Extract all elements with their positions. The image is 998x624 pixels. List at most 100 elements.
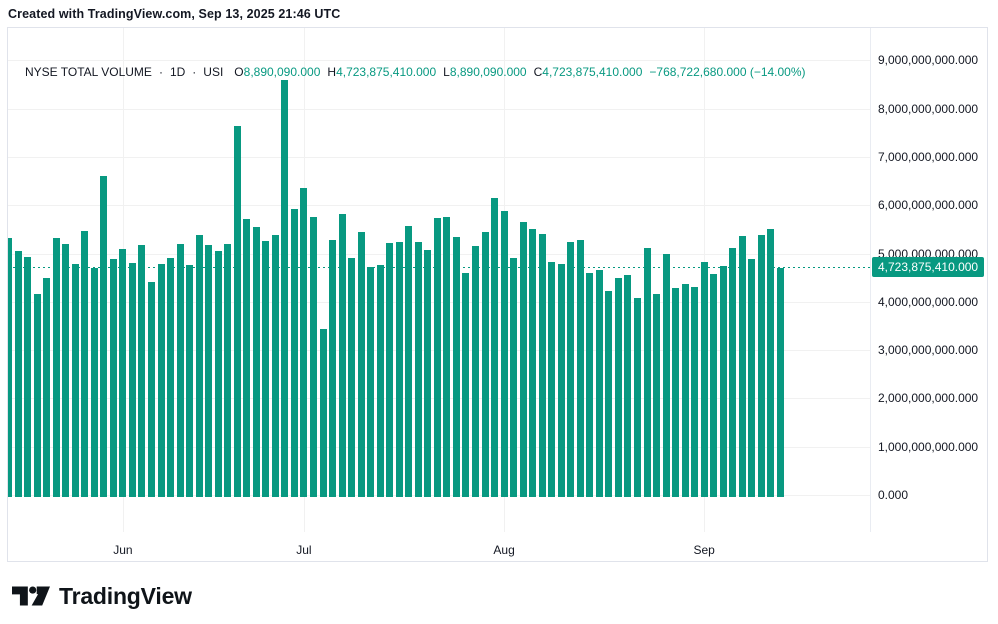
volume-bar <box>634 297 641 497</box>
price-axis-label: 4,000,000,000.000 <box>878 294 979 309</box>
volume-bar <box>233 125 241 497</box>
legend-separator: · <box>158 65 163 79</box>
volume-bar <box>595 269 603 497</box>
volume-bar <box>672 288 680 497</box>
volume-bar <box>90 267 98 497</box>
axis-separator <box>870 28 871 532</box>
time-axis-label: Sep <box>693 543 715 557</box>
chart-legend: NYSE TOTAL VOLUME · 1D · USI O 8,890,090.… <box>25 64 806 80</box>
volume-bar <box>367 266 375 497</box>
volume-bar <box>8 237 12 497</box>
price-axis-label: 8,000,000,000.000 <box>878 101 979 116</box>
volume-bar <box>176 244 184 497</box>
volume-bar <box>557 263 565 497</box>
volume-bar <box>33 294 41 497</box>
volume-bar <box>691 287 699 497</box>
legend-close-value: 4,723,875,410.000 <box>542 65 643 79</box>
tradingview-logo: TradingView <box>12 580 192 612</box>
price-axis-label: 6,000,000,000.000 <box>878 198 979 213</box>
volume-bar <box>767 229 775 497</box>
volume-bar <box>386 242 394 497</box>
legend-change: −768,722,680.000 (−14.00%) <box>649 65 806 79</box>
volume-bar <box>643 247 651 497</box>
legend-symbol: NYSE TOTAL VOLUME <box>25 65 152 79</box>
last-price-line <box>8 266 870 268</box>
volume-bar <box>757 234 765 497</box>
volume-bar <box>576 239 584 497</box>
volume-bar <box>357 231 365 497</box>
volume-bar <box>491 197 498 497</box>
volume-bar <box>510 257 518 497</box>
h-gridline <box>8 60 870 62</box>
volume-bar <box>205 245 213 497</box>
price-axis-label: 3,000,000,000.000 <box>878 343 979 358</box>
legend-close-key: C <box>533 65 543 79</box>
volume-bar <box>262 240 270 497</box>
volume-bar <box>14 250 22 497</box>
time-axis-label: Jul <box>296 543 312 557</box>
volume-bar <box>376 264 384 497</box>
volume-bar <box>348 258 356 497</box>
chart-widget: NYSE TOTAL VOLUME · 1D · USI O 8,890,090.… <box>7 27 988 562</box>
time-axis-label: Aug <box>493 543 515 557</box>
volume-bar <box>538 233 546 497</box>
volume-bar <box>395 241 403 497</box>
price-axis-label: 0.000 <box>878 488 909 502</box>
volume-bar <box>462 272 470 497</box>
time-axis[interactable]: Jun Jul Aug Sep <box>8 532 989 562</box>
volume-bar <box>605 291 613 497</box>
volume-bar <box>100 175 108 497</box>
volume-bar <box>281 80 289 497</box>
volume-bar <box>529 229 537 497</box>
volume-bar <box>214 251 222 497</box>
legend-separator: · <box>192 65 197 79</box>
volume-bar <box>24 257 32 497</box>
price-axis-label: 1,000,000,000.000 <box>878 439 979 454</box>
volume-bar <box>662 254 670 497</box>
legend-low-value: 8,890,090.000 <box>449 65 527 79</box>
volume-bar <box>414 241 422 497</box>
volume-bar <box>109 259 117 497</box>
volume-bar <box>128 262 136 497</box>
volume-bar <box>738 235 746 497</box>
price-axis-label: 9,000,000,000.000 <box>878 53 979 68</box>
volume-bar <box>681 284 689 497</box>
volume-bar <box>776 267 784 497</box>
volume-bar <box>614 277 622 497</box>
time-axis-label: Jun <box>113 543 133 557</box>
price-axis-label: 2,000,000,000.000 <box>878 391 979 406</box>
volume-bar <box>243 219 251 497</box>
legend-exchange: USI <box>203 65 224 79</box>
volume-bar <box>567 241 575 497</box>
volume-bar <box>319 329 327 497</box>
legend-high-value: 4,723,875,410.000 <box>336 65 437 79</box>
volume-bar <box>472 246 479 497</box>
price-axis[interactable]: 9,000,000,000.000 8,000,000,000.000 7,000,… <box>871 28 988 532</box>
legend-open-key: O <box>234 65 244 79</box>
volume-bar <box>310 217 317 497</box>
volume-bar <box>719 266 727 497</box>
volume-bar <box>586 272 594 497</box>
volume-bar <box>710 274 718 497</box>
volume-bar <box>452 236 460 497</box>
volume-bar <box>443 216 451 497</box>
h-gridline <box>8 156 870 158</box>
volume-bar <box>195 235 203 497</box>
volume-bar <box>157 264 165 497</box>
tradingview-logo-icon <box>12 586 50 606</box>
attribution-text: Created with TradingView.com, Sep 13, 20… <box>8 7 341 21</box>
chart-plot-area[interactable] <box>8 28 870 532</box>
volume-bar <box>62 243 70 497</box>
volume-bar <box>329 239 336 497</box>
volume-bar <box>119 249 127 497</box>
volume-bar <box>405 226 413 497</box>
volume-bar <box>700 261 708 497</box>
volume-bar <box>300 187 308 497</box>
volume-bar <box>653 294 660 497</box>
h-gridline <box>8 108 870 110</box>
volume-bar <box>167 257 174 497</box>
volume-bar <box>290 208 298 497</box>
volume-bar <box>481 231 489 497</box>
volume-bar <box>252 226 260 497</box>
